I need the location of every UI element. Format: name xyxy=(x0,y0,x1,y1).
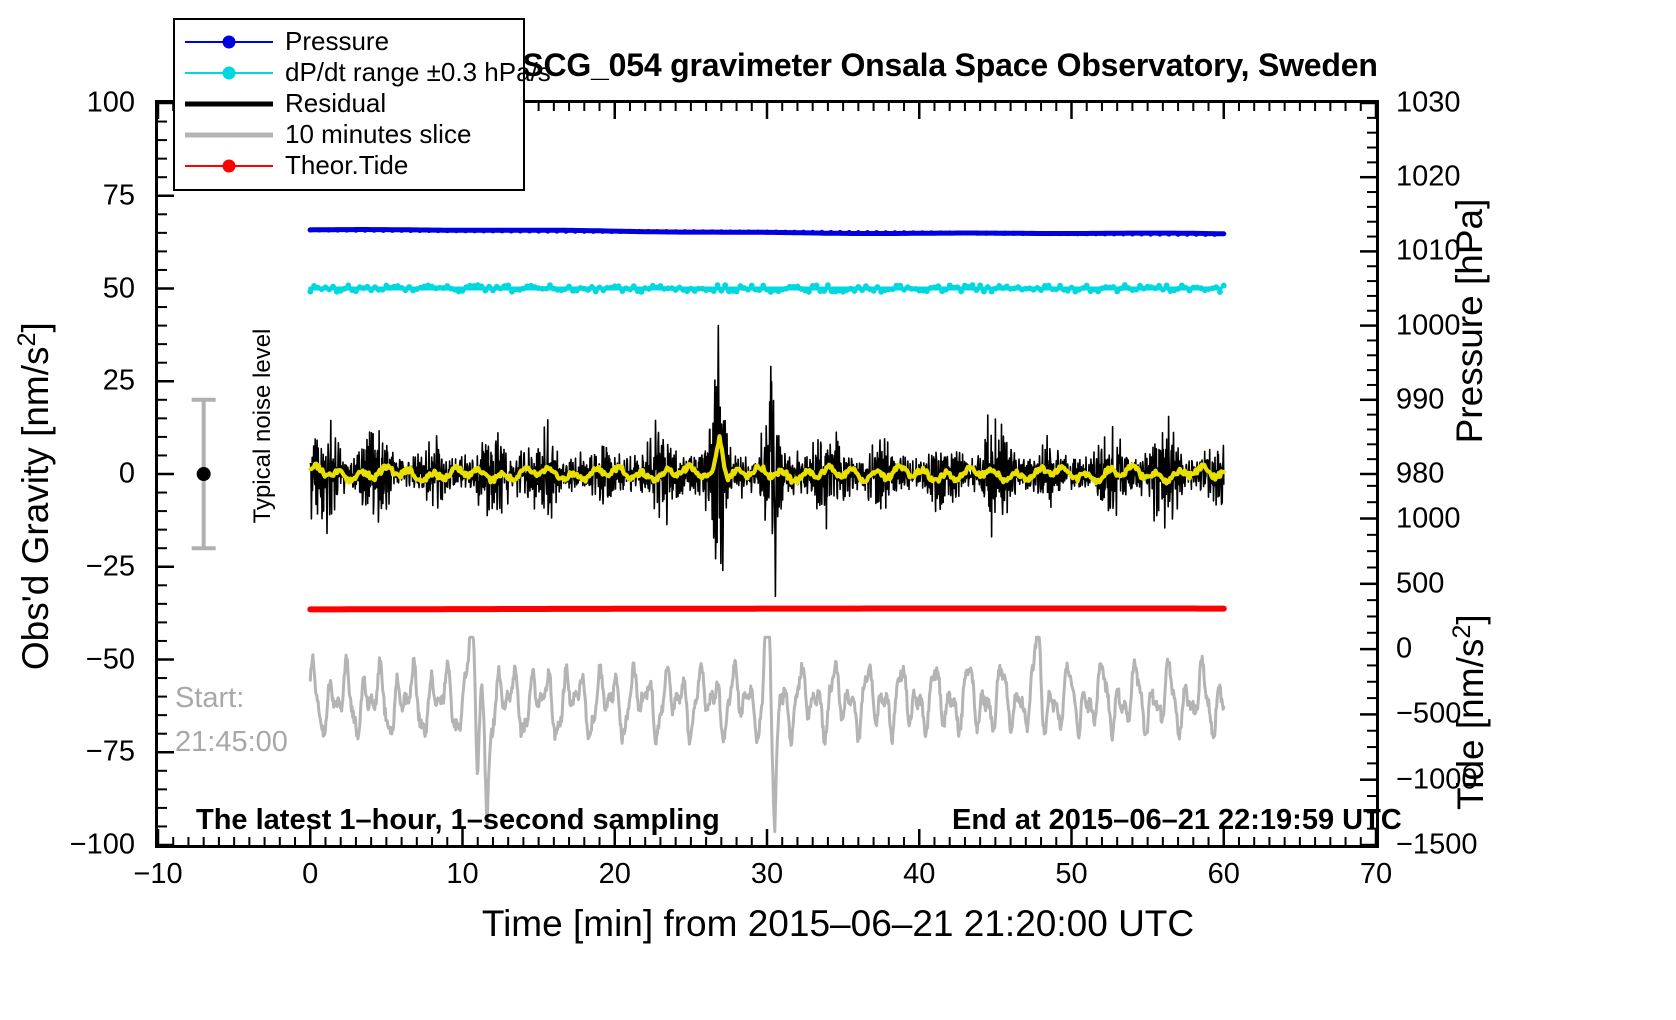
legend-label: dP/dt range ±0.3 hPa/s xyxy=(285,57,551,87)
legend-swatch-icon xyxy=(185,156,273,176)
series-theor-tide xyxy=(307,605,1227,613)
y-tick-pressure-2: 1010 xyxy=(1396,234,1461,267)
y-tick-left-5: −25 xyxy=(85,550,135,583)
plot-canvas xyxy=(158,103,1376,845)
annotation-start-label: Start: xyxy=(175,682,245,714)
chart-title: SCG_054 gravimeter Onsala Space Observat… xyxy=(522,47,1378,83)
y-tick-left-4: 0 xyxy=(118,457,135,490)
y-axis-left-title-close: ] xyxy=(15,322,57,333)
legend-label: Pressure xyxy=(285,26,390,56)
x-tick-2: 10 xyxy=(446,858,479,890)
y-tick-pressure-3: 1000 xyxy=(1396,309,1461,342)
x-tick-8: 70 xyxy=(1359,858,1393,890)
y-tick-left-2: 50 xyxy=(102,272,135,304)
legend-item-0[interactable]: Pressure xyxy=(185,26,513,57)
x-axis-title: Time [min] from 2015–06–21 21:20:00 UTC xyxy=(481,903,1195,944)
y-tick-left-6: −50 xyxy=(85,643,135,675)
y-tick-left-1: 75 xyxy=(102,179,135,212)
series-residual xyxy=(308,324,1226,598)
legend-item-2[interactable]: Residual xyxy=(185,88,513,119)
y-tick-tide-1: 500 xyxy=(1396,567,1445,600)
y-tick-pressure-1: 1020 xyxy=(1396,160,1461,193)
y-tick-pressure-5: 980 xyxy=(1396,457,1445,490)
series-pressure xyxy=(307,227,1227,237)
legend-swatch-icon xyxy=(185,94,273,114)
x-tick-4: 30 xyxy=(750,858,784,890)
x-tick-7: 60 xyxy=(1207,858,1240,890)
legend-swatch-icon xyxy=(185,32,273,52)
legend-label: Theor.Tide xyxy=(285,150,409,180)
x-tick-1: 0 xyxy=(302,858,319,890)
y-tick-tide-5: −1500 xyxy=(1396,828,1478,861)
y-axis-tide-superscript: 2 xyxy=(1447,624,1476,639)
y-tick-left-8: −100 xyxy=(69,828,135,861)
y-tick-left-3: 25 xyxy=(102,364,135,397)
legend-label: Residual xyxy=(285,88,387,118)
legend-swatch-icon xyxy=(185,125,273,145)
series-dpdt-range xyxy=(307,282,1227,295)
annotation-start-time: 21:45:00 xyxy=(175,726,288,758)
series-10-minutes-slice xyxy=(308,635,1226,834)
legend-label: 10 minutes slice xyxy=(285,119,472,149)
plot-area xyxy=(155,100,1379,848)
y-tick-tide-4: −1000 xyxy=(1396,763,1478,796)
legend-item-3[interactable]: 10 minutes slice xyxy=(185,119,513,150)
legend-swatch-icon xyxy=(185,63,273,83)
legend-item-1[interactable]: dP/dt range ±0.3 hPa/s xyxy=(185,57,551,88)
legend: Pressure dP/dt range ±0.3 hPa/s Residual 10… xyxy=(173,18,551,191)
legend-item-4[interactable]: Theor.Tide xyxy=(185,150,513,181)
y-tick-tide-3: −500 xyxy=(1396,697,1462,730)
y-tick-pressure-4: 990 xyxy=(1396,383,1445,416)
y-tick-tide-2: 0 xyxy=(1396,632,1413,665)
annotation-latest-sampling: The latest 1–hour, 1–second sampling xyxy=(196,804,720,836)
typical-noise-errorbar xyxy=(191,397,216,551)
annotation-end-time: End at 2015–06–21 22:19:59 UTC xyxy=(952,804,1402,836)
x-tick-6: 50 xyxy=(1055,858,1088,890)
y-axis-tide-title-close: ] xyxy=(1450,614,1492,625)
x-tick-0: −10 xyxy=(133,858,183,890)
y-axis-left-superscript: 2 xyxy=(12,332,41,347)
x-tick-5: 40 xyxy=(903,858,936,890)
x-tick-3: 20 xyxy=(598,858,631,890)
y-tick-left-7: −75 xyxy=(85,735,135,768)
y-tick-tide-0: 1000 xyxy=(1396,502,1461,535)
y-tick-pressure-0: 1030 xyxy=(1396,86,1461,119)
annotation-typical-noise-level: Typical noise level xyxy=(249,328,276,524)
axis-ticks xyxy=(158,103,1376,845)
y-tick-left-0: 100 xyxy=(86,86,135,119)
